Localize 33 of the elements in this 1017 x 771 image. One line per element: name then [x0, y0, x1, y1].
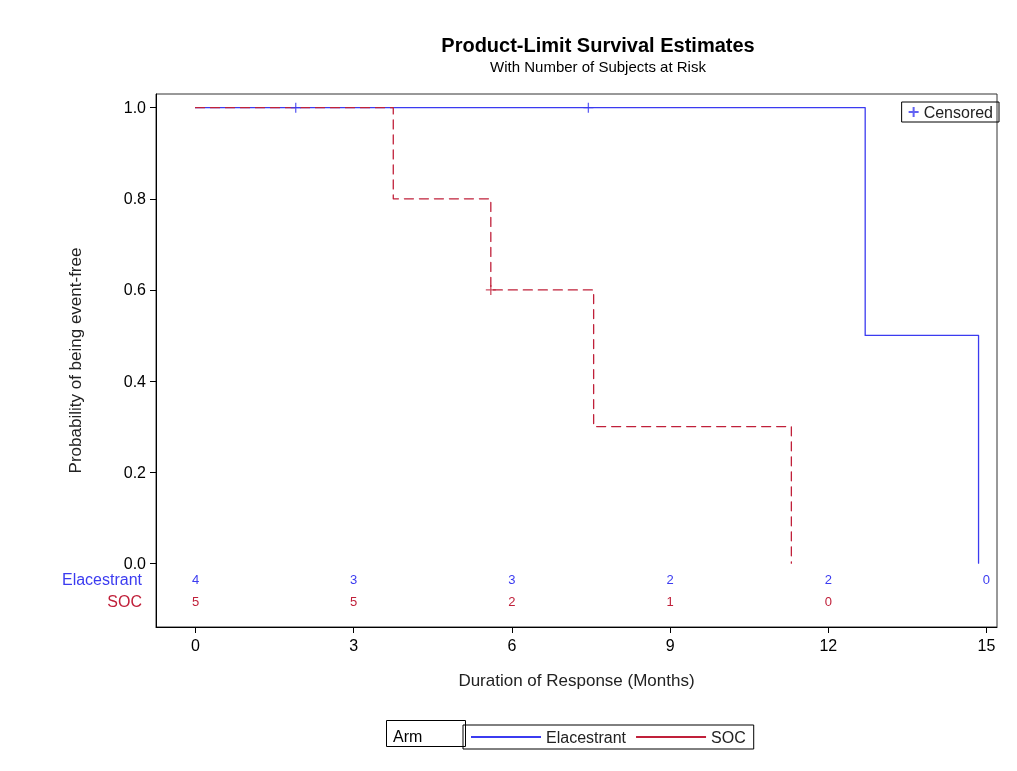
y-tick-label: 0.8	[123, 190, 147, 208]
annotation: 5	[350, 593, 358, 609]
y-tick-label: 0.0	[123, 554, 147, 572]
annotation: 3	[350, 571, 358, 587]
text: SOC	[107, 592, 142, 610]
x-axis-title: Duration of Response (Months)	[458, 671, 695, 690]
y-tick-label: 1.0	[123, 99, 147, 117]
annotation: 3	[508, 571, 516, 587]
y-tick-label: 0.2	[123, 463, 147, 481]
annotation: 1	[666, 593, 674, 609]
y-axis-title: Probability of being event-free	[66, 247, 85, 474]
legend-label: Censored	[923, 103, 993, 121]
text: Elacestrant	[61, 570, 142, 588]
annotation: 0	[982, 571, 991, 587]
annotation: 2	[666, 571, 674, 587]
chart-title: Product-Limit Survival Estimates	[441, 34, 755, 56]
x-tick-label: 15	[977, 636, 996, 654]
y-tick-label: 0.6	[123, 281, 147, 299]
x-tick-label: 12	[819, 636, 838, 654]
y-tick-label: 0.4	[123, 372, 147, 390]
x-tick-label: 3	[349, 636, 359, 654]
annotation: 2	[508, 593, 516, 609]
x-tick-label: 6	[507, 636, 517, 654]
annotation: 5	[191, 593, 200, 609]
annotation: 4	[191, 571, 200, 587]
legend-label: Elacestrant	[546, 728, 627, 746]
legend-title: Arm	[393, 727, 423, 745]
legend-label: SOC	[711, 728, 746, 746]
x-tick-label: 0	[191, 636, 201, 654]
x-tick-label: 9	[665, 636, 675, 654]
annotation: 2	[824, 571, 832, 587]
annotation: 0	[824, 593, 832, 609]
chart-subtitle: With Number of Subjects at Risk	[490, 58, 707, 75]
